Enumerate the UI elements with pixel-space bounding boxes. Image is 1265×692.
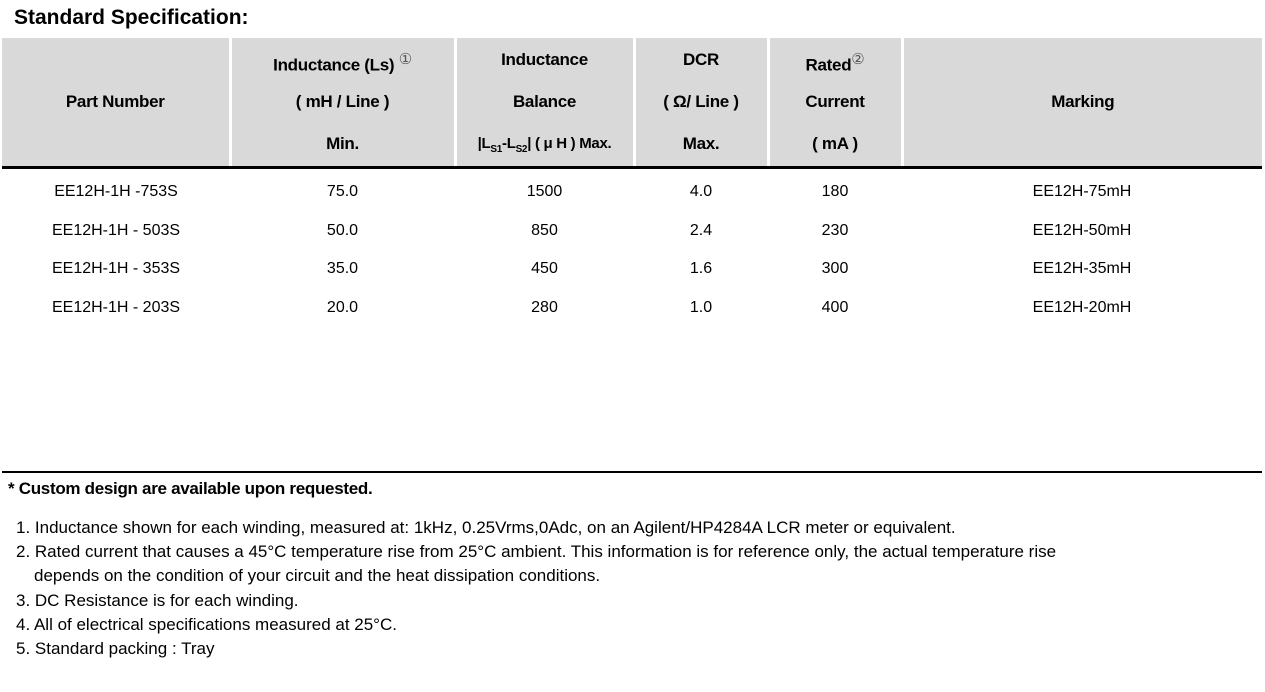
- table-row: EE12H-1H -753S 75.0 1500 4.0 180 EE12H-75mH: [2, 168, 1262, 212]
- note-item: 4. All of electrical specifications meas…: [16, 614, 397, 634]
- cell-dcr: 1.0: [689, 298, 713, 316]
- note-1-marker: ①: [398, 51, 412, 68]
- cell-part-number: EE12H-1H -753S: [54, 183, 178, 201]
- header-inductance-balance: Inductance Balance |LS1-LS2| ( μ H ) Max.: [453, 38, 634, 169]
- cell-dcr: 4.0: [689, 183, 713, 201]
- spec-table: Part Number Inductance (Ls) ①( mH / Line…: [2, 38, 1262, 327]
- note-item: 2. Rated current that causes a 45°C temp…: [16, 542, 1057, 562]
- note-item: 1. Inductance shown for each winding, me…: [16, 518, 956, 537]
- cell-inductance-balance: 1500: [526, 183, 563, 201]
- cell-inductance-balance: 850: [531, 221, 558, 239]
- table-row: EE12H-1H - 353S 35.0 450 1.6 300 EE12H-35mH: [2, 250, 1262, 289]
- cell-inductance: 20.0: [326, 298, 359, 316]
- cell-marking: EE12H-50mH: [1032, 221, 1132, 239]
- header-dcr: DCR( Ω/ Line ) Max.: [632, 38, 768, 169]
- note-item: 3. DC Resistance is for each winding.: [16, 590, 299, 610]
- cell-inductance-balance: 280: [531, 298, 558, 316]
- note-2-marker: ②: [851, 51, 865, 68]
- header-part-number: Part Number: [2, 38, 230, 169]
- header-inductance: Inductance (Ls) ①( mH / Line ) Min.: [228, 38, 455, 169]
- cell-marking: EE12H-75mH: [1032, 183, 1132, 201]
- cell-marking: EE12H-20mH: [1032, 298, 1132, 316]
- cell-marking: EE12H-35mH: [1032, 260, 1132, 278]
- header-rated-current: Rated② Current( mA ): [766, 38, 902, 169]
- cell-inductance: 50.0: [326, 221, 359, 239]
- note-item: depends on the condition of your circuit…: [34, 566, 601, 586]
- cell-inductance: 35.0: [326, 260, 359, 278]
- cell-rated-current: 300: [821, 260, 849, 278]
- cell-part-number: EE12H-1H - 203S: [51, 298, 181, 316]
- divider: [2, 471, 1262, 473]
- header-row: Part Number Inductance (Ls) ①( mH / Line…: [2, 38, 1262, 169]
- custom-design-note: * Custom design are available upon reque…: [8, 479, 373, 498]
- table-row: EE12H-1H - 503S 50.0 850 2.4 230 EE12H-50mH: [2, 212, 1262, 251]
- cell-inductance-balance: 450: [531, 260, 558, 278]
- cell-dcr: 1.6: [689, 260, 713, 278]
- cell-rated-current: 230: [821, 221, 849, 239]
- cell-rated-current: 180: [821, 183, 849, 201]
- cell-dcr: 2.4: [689, 221, 713, 239]
- note-item: 5. Standard packing : Tray: [16, 639, 215, 659]
- cell-inductance: 75.0: [326, 183, 359, 201]
- section-title: Standard Specification:: [14, 6, 249, 29]
- header-marking: Marking: [900, 38, 1262, 169]
- cell-part-number: EE12H-1H - 503S: [51, 221, 181, 239]
- notes-list: 1. Inductance shown for each winding, me…: [16, 516, 1056, 661]
- table-row: EE12H-1H - 203S 20.0 280 1.0 400 EE12H-20mH: [2, 289, 1262, 328]
- cell-rated-current: 400: [821, 298, 849, 316]
- cell-part-number: EE12H-1H - 353S: [51, 260, 181, 278]
